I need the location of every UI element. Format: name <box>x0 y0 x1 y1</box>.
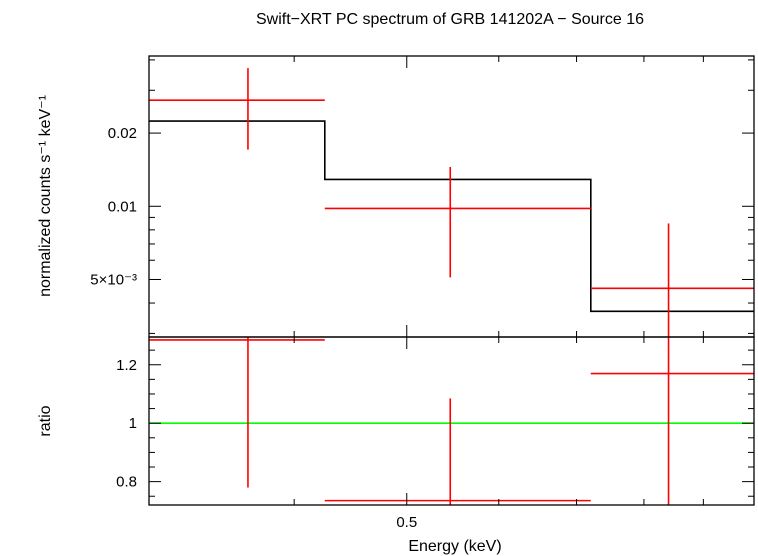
ratio-frame <box>148 336 755 506</box>
spectrum-panel: 0.02 0.01 5×10⁻³ <box>90 55 755 338</box>
ratio-ticks-layer: 1.2 1 0.8 <box>116 349 754 497</box>
ratio-data-layer <box>149 337 754 505</box>
x-axis-label: Energy (keV) <box>408 538 501 555</box>
spectrum-y-axis-label: normalized counts s⁻¹ keV⁻¹ <box>37 95 54 297</box>
ratio-y-tick-label-1: 1.2 <box>116 357 137 374</box>
x-axis-ticks-layer: 0.5 <box>293 56 704 531</box>
spectrum-model-layer <box>149 120 754 313</box>
x-tick-label-1: 0.5 <box>396 514 417 531</box>
spectrum-y-tick-label-2: 0.01 <box>108 198 137 215</box>
ratio-y-axis-label: ratio <box>37 405 54 436</box>
chart-title: Swift−XRT PC spectrum of GRB 141202A − S… <box>256 11 644 28</box>
spectrum-y-tick-label-1: 0.02 <box>108 125 137 142</box>
spectrum-y-tick-label-3: 5×10⁻³ <box>90 271 137 288</box>
ratio-y-tick-label-3: 0.8 <box>116 474 137 491</box>
spectrum-data-layer <box>149 68 754 337</box>
ratio-y-tick-label-2: 1 <box>129 415 137 432</box>
ratio-panel: 1.2 1 0.8 <box>116 336 755 506</box>
spectrum-ticks-layer: 0.02 0.01 5×10⁻³ <box>90 59 754 334</box>
model-step-line <box>149 120 754 313</box>
spectrum-frame <box>148 55 755 338</box>
